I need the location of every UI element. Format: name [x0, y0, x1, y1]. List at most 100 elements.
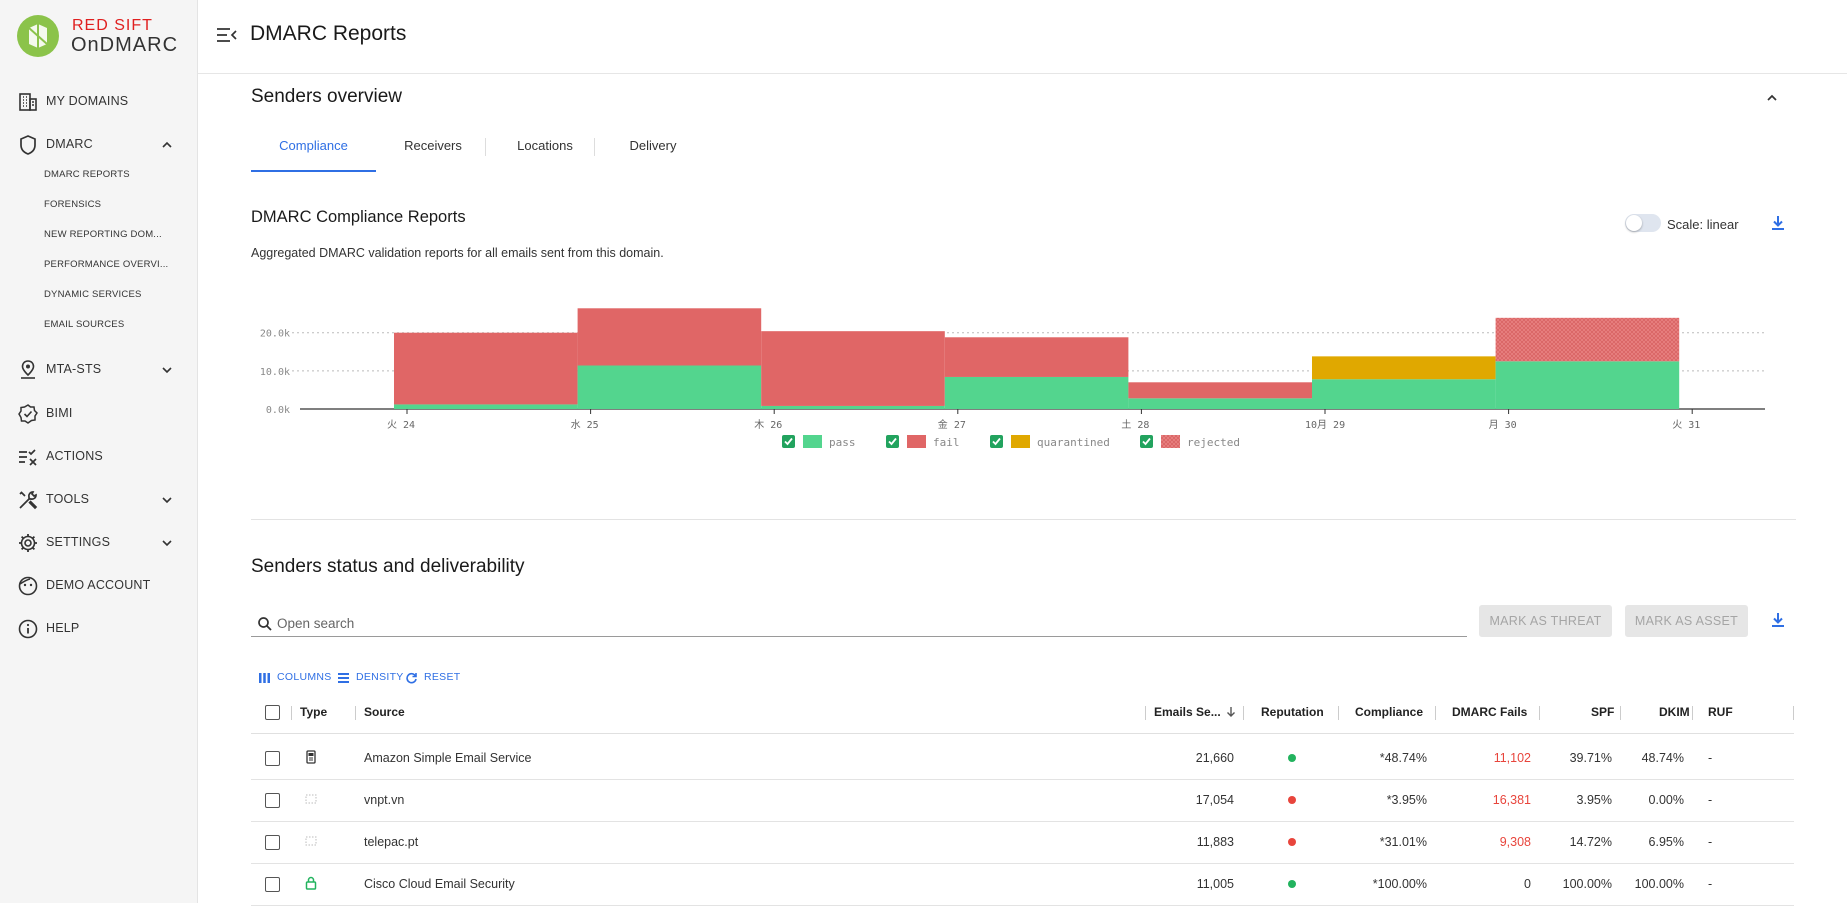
search-icon [258, 617, 272, 631]
x-tick-label: 10月 29 [1305, 419, 1345, 431]
columns-icon [259, 673, 270, 683]
legend-item-fail[interactable]: fail [886, 435, 960, 449]
y-tick-label: 10.0k [260, 367, 290, 378]
x-tick-label: 水 25 [571, 419, 599, 431]
table-row[interactable]: telepac.pt 11,883 *31.01% 9,308 14.72% 6.95% - [251, 821, 1794, 864]
mark-as-asset-button[interactable]: MARK AS ASSET [1625, 605, 1748, 637]
sidebar-subitem-email-sources[interactable]: EMAIL SOURCES [44, 319, 125, 330]
chevron-down-icon [162, 367, 172, 374]
source-cell[interactable]: Cisco Cloud Email Security [364, 877, 515, 891]
bar-fail[interactable] [577, 308, 762, 366]
sidebar-item-actions[interactable]: ACTIONS [0, 439, 197, 473]
brand-logo[interactable]: RED SIFT OnDMARC [16, 14, 196, 58]
select-all-checkbox[interactable] [265, 705, 280, 720]
source-cell[interactable]: telepac.pt [364, 835, 419, 849]
table-row[interactable]: vnpt.vn 17,054 *3.95% 16,381 3.95% 0.00% - [251, 779, 1794, 822]
bar-pass[interactable] [1128, 398, 1312, 409]
search-input[interactable] [275, 612, 1459, 634]
bar-fail[interactable] [394, 332, 578, 405]
bar-rejected[interactable] [1495, 317, 1680, 362]
dashed-square-icon [304, 834, 318, 848]
sidebar-subitem-forensics[interactable]: FORENSICS [44, 199, 102, 210]
sidebar-subitem-performance-overview[interactable]: PERFORMANCE OVERVI... [44, 259, 169, 270]
sidebar-subitem-dynamic-services[interactable]: DYNAMIC SERVICES [44, 289, 142, 300]
y-tick-label: 20.0k [260, 329, 290, 340]
tools-icon [19, 491, 38, 510]
bar-pass[interactable] [1312, 379, 1496, 409]
tab-compliance[interactable]: Compliance [251, 134, 376, 172]
source-cell[interactable]: Amazon Simple Email Service [364, 751, 532, 765]
sidebar-subitem-new-reporting-domains[interactable]: NEW REPORTING DOM... [44, 229, 162, 240]
bar-pass[interactable] [1495, 361, 1680, 409]
bar-pass[interactable] [944, 376, 1129, 409]
column-header-spf[interactable]: SPF [1591, 705, 1615, 719]
chevron-up-icon[interactable] [1764, 91, 1780, 105]
scale-toggle[interactable] [1625, 214, 1661, 232]
column-header-compliance[interactable]: Compliance [1355, 705, 1424, 719]
sidebar-item-my-domains[interactable]: MY DOMAINS [0, 84, 197, 118]
table-row[interactable]: Amazon Simple Email Service 21,660 *48.74%… [251, 737, 1794, 780]
source-cell[interactable]: vnpt.vn [364, 793, 405, 807]
row-checkbox[interactable] [265, 751, 280, 766]
row-checkbox[interactable] [265, 835, 280, 850]
bar-pass[interactable] [761, 405, 945, 409]
emails-sent-cell: 17,054 [1195, 793, 1234, 807]
top-bar: DMARC Reports [198, 0, 1847, 74]
sidebar-item-bimi[interactable]: BIMI [0, 396, 197, 430]
column-header-dkim[interactable]: DKIM [1659, 705, 1690, 719]
checklist-icon [19, 449, 37, 466]
reputation-dot [1288, 796, 1296, 804]
column-header-dmarc-fails[interactable]: DMARC Fails [1452, 705, 1528, 719]
legend-swatch [1011, 435, 1030, 448]
download-icon[interactable] [1770, 214, 1786, 232]
legend-item-rejected[interactable]: rejected [1140, 435, 1240, 449]
checkmark-icon [992, 437, 1001, 446]
download-icon[interactable] [1770, 611, 1786, 629]
chevron-up-icon [162, 141, 172, 148]
sort-arrow-down-icon[interactable] [1225, 706, 1237, 718]
sidebar-item-dmarc[interactable]: DMARC [0, 127, 197, 161]
legend-item-pass[interactable]: pass [782, 435, 856, 449]
column-separator [1338, 706, 1339, 720]
column-header-reputation[interactable]: Reputation [1261, 705, 1324, 719]
header-divider [251, 733, 1794, 734]
sidebar-item-settings[interactable]: SETTINGS [0, 525, 197, 559]
dkim-cell: 0.00% [1648, 793, 1684, 807]
column-header-emails-sent[interactable]: Emails Se... [1154, 705, 1221, 719]
tab-receivers[interactable]: Receivers [404, 138, 462, 153]
column-separator [1145, 706, 1146, 720]
bar-fail[interactable] [761, 331, 945, 406]
mark-as-threat-button[interactable]: MARK AS THREAT [1479, 605, 1612, 637]
sidebar-subitem-dmarc-reports[interactable]: DMARC REPORTS [44, 169, 130, 180]
shield-icon [20, 135, 36, 155]
column-header-type[interactable]: Type [300, 705, 328, 719]
bar-fail[interactable] [1128, 382, 1312, 399]
server-icon [304, 750, 318, 764]
tab-locations[interactable]: Locations [517, 138, 573, 153]
bar-pass[interactable] [577, 365, 762, 409]
sidebar-item-tools[interactable]: TOOLS [0, 482, 197, 516]
menu-collapse-icon[interactable] [216, 26, 238, 44]
x-tick-label: 土 28 [1121, 418, 1149, 431]
sidebar-item-mta-sts[interactable]: MTA-STS [0, 352, 197, 386]
legend-label: pass [829, 436, 856, 449]
sidebar-item-help[interactable]: HELP [0, 611, 197, 645]
bar-quarantined[interactable] [1312, 356, 1496, 380]
tab-delivery[interactable]: Delivery [629, 138, 677, 153]
row-checkbox[interactable] [265, 793, 280, 808]
bar-fail[interactable] [944, 337, 1129, 377]
row-checkbox[interactable] [265, 877, 280, 892]
sidebar-item-label: SETTINGS [46, 535, 111, 549]
x-tick-label: 月 30 [1489, 419, 1517, 431]
brand-name: OnDMARC [71, 34, 179, 56]
reputation-dot [1288, 754, 1296, 762]
bar-pass[interactable] [394, 404, 578, 409]
table-row[interactable]: Cisco Cloud Email Security 11,005 *100.00%… [251, 863, 1794, 906]
column-header-ruf[interactable]: RUF [1708, 705, 1733, 719]
sidebar-item-demo-account[interactable]: DEMO ACCOUNT [0, 568, 197, 602]
legend-label: fail [933, 436, 960, 449]
column-header-source[interactable]: Source [364, 705, 405, 719]
compliance-cell: *31.01% [1379, 835, 1427, 849]
legend-item-quarantined[interactable]: quarantined [990, 435, 1110, 449]
emails-sent-cell: 21,660 [1195, 751, 1234, 765]
